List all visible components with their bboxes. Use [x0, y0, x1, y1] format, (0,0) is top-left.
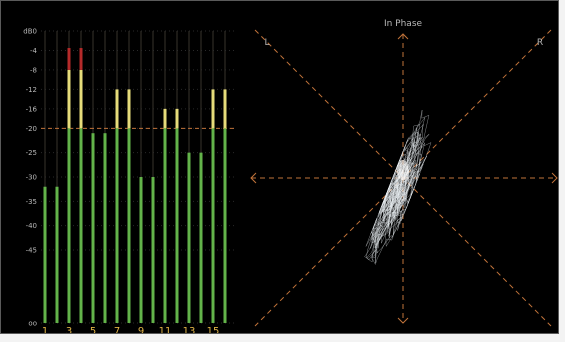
channel-number-label: 3: [66, 326, 72, 334]
meter-bar-green-segment: [199, 152, 203, 323]
meter-channel-labels: 1 3 5 7 9 11 13 15: [42, 326, 220, 334]
meter-bar-red-segment: [79, 48, 83, 70]
meter-scale-label: -20: [26, 125, 37, 133]
meter-bar-green-segment: [91, 133, 95, 323]
meter-bar-green-segment: [139, 177, 143, 323]
meter-scale-label: -4: [30, 47, 38, 55]
meter-scale-label: -40: [26, 222, 37, 230]
phase-trace-core: [397, 160, 409, 180]
meter-scale-label: -12: [26, 86, 37, 94]
meter-scale: dB0 -4 -8 -12 -16 -20 -25 -30 -35 -40 -45 oo: [23, 28, 37, 328]
phase-trace: [364, 110, 432, 266]
scope-right-arrow: [551, 172, 558, 184]
meter-bar-yellow-segment: [127, 89, 131, 129]
channel-number-label: 5: [90, 326, 96, 334]
meter-bar-yellow-segment: [79, 69, 83, 129]
meter-bar-green-segment: [223, 128, 227, 323]
scope-right-diagonal: [254, 29, 552, 327]
meter-bar-green-segment: [151, 177, 155, 323]
scope-down-arrow: [397, 317, 409, 324]
channel-number-label: 1: [42, 326, 48, 334]
meter-scale-label: -35: [26, 198, 37, 206]
scope-up-arrow: [397, 33, 409, 40]
meter-bar-yellow-segment: [223, 89, 227, 129]
meter-bar-green-segment: [43, 186, 47, 323]
meter-bar-green-segment: [115, 128, 119, 323]
meter-bar-green-segment: [127, 128, 131, 323]
meter-scale-label: dB0: [23, 28, 37, 36]
meter-bars: [43, 48, 227, 323]
meter-bar-red-segment: [67, 48, 71, 70]
meter-bar-green-segment: [163, 128, 167, 323]
meter-bar-yellow-segment: [163, 108, 167, 129]
phase-trace-path: [364, 110, 432, 266]
left-channel-label: L: [264, 38, 269, 48]
scope-axes: [250, 29, 558, 327]
meter-bar-green-segment: [211, 128, 215, 323]
meter-bar-yellow-segment: [67, 69, 71, 129]
meter-bar-yellow-segment: [211, 89, 215, 129]
meter-scale-label: oo: [28, 320, 37, 328]
meter-scale-label: -8: [30, 66, 37, 74]
meter-bar-green-segment: [79, 128, 83, 323]
meter-bar-yellow-segment: [115, 89, 119, 129]
channel-number-label: 13: [183, 326, 196, 334]
meter-bar-green-segment: [103, 133, 107, 323]
scope-left-arrow: [250, 172, 257, 184]
channel-number-label: 7: [114, 326, 120, 334]
meter-scale-label: -25: [26, 149, 37, 157]
meter-bar-yellow-segment: [175, 108, 179, 129]
scope-left-diagonal: [254, 29, 552, 327]
channel-number-label: 9: [138, 326, 144, 334]
meter-bar-green-segment: [67, 128, 71, 323]
meter-bar-green-segment: [55, 186, 59, 323]
channel-number-label: 15: [207, 326, 220, 334]
meter-bar-green-segment: [187, 152, 191, 323]
meter-scale-label: -45: [26, 247, 37, 255]
channel-number-label: 11: [159, 326, 172, 334]
meter-bar-green-segment: [175, 128, 179, 323]
meter-scale-label: -16: [26, 105, 38, 113]
in-phase-label: In Phase: [384, 19, 423, 29]
meter-scale-label: -30: [26, 174, 37, 182]
right-channel-label: R: [537, 38, 543, 48]
